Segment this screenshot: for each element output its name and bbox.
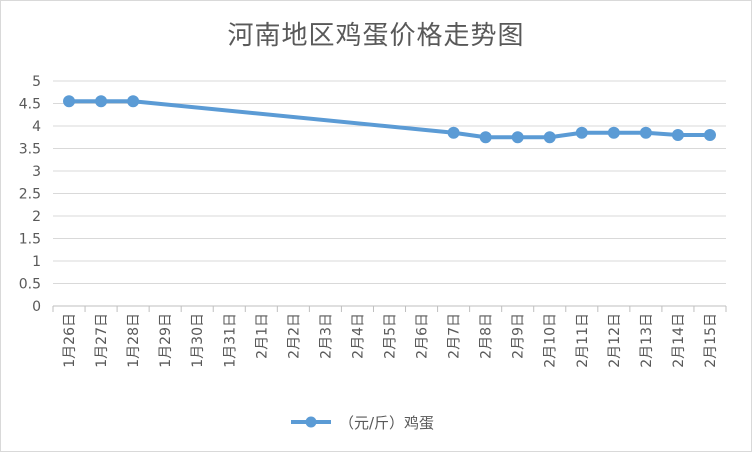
x-tick-label: 1月26日 (62, 313, 78, 368)
y-axis-ticks: 0 0.5 1 1.5 2 2.5 3 3.5 4 4.5 5 (19, 74, 41, 315)
data-point (63, 95, 76, 108)
x-axis-ticks: 1月26日 1月27日 1月28日 1月29日 1月30日 1月31日 2月1日 2月2日 2月… (62, 313, 719, 368)
y-tick-label: 0 (32, 299, 41, 315)
data-point (543, 131, 556, 144)
y-tick-label: 2 (32, 209, 41, 225)
series-layer (63, 95, 716, 144)
data-point (447, 126, 460, 139)
data-point (479, 131, 492, 144)
x-tick-label: 1月27日 (94, 313, 110, 368)
data-point (95, 95, 108, 108)
x-tick-label: 2月5日 (383, 313, 399, 359)
y-tick-label: 1 (32, 254, 41, 270)
y-tick-label: 3.5 (19, 142, 41, 158)
legend-label: （元/斤）鸡蛋 (339, 414, 434, 432)
data-point (703, 129, 716, 141)
x-tick-label: 1月28日 (126, 313, 142, 368)
x-tick-label: 1月31日 (222, 313, 238, 368)
x-tick-label: 2月14日 (671, 313, 687, 368)
x-tick-label: 2月8日 (479, 313, 495, 359)
x-tick-label: 2月10日 (543, 313, 559, 368)
x-tick-label: 2月9日 (511, 313, 527, 359)
x-tick-label: 1月29日 (158, 313, 174, 368)
x-tick-label: 2月15日 (703, 313, 719, 368)
x-tick-label: 2月11日 (575, 313, 591, 368)
y-tick-label: 1.5 (19, 232, 41, 248)
data-point (511, 131, 524, 144)
x-tick-label: 1月30日 (190, 313, 206, 368)
x-tick-label: 2月2日 (286, 313, 302, 359)
y-tick-label: 2.5 (19, 187, 41, 203)
gridlines (53, 80, 726, 284)
y-tick-label: 0.5 (19, 277, 41, 293)
y-tick-label: 3 (32, 164, 41, 180)
x-tick-label: 2月3日 (318, 313, 334, 359)
data-point (575, 126, 588, 139)
data-point (127, 95, 140, 108)
x-tick-label: 2月1日 (254, 313, 270, 359)
y-tick-label: 5 (32, 74, 41, 90)
y-tick-label: 4 (32, 119, 41, 135)
legend-dot-marker (305, 416, 317, 428)
chart-title: 河南地区鸡蛋价格走势图 (227, 21, 525, 51)
x-tick-label: 2月4日 (350, 313, 366, 359)
legend: （元/斤）鸡蛋 (291, 414, 434, 432)
x-tick-label: 2月6日 (415, 313, 431, 359)
x-tick-label: 2月7日 (447, 313, 463, 359)
x-tick-label: 2月12日 (607, 313, 623, 368)
data-point (671, 129, 684, 141)
axes (52, 305, 727, 312)
y-tick-label: 4.5 (19, 97, 41, 113)
data-point (607, 126, 620, 139)
x-tick-label: 2月13日 (639, 313, 655, 368)
data-point (639, 126, 652, 139)
